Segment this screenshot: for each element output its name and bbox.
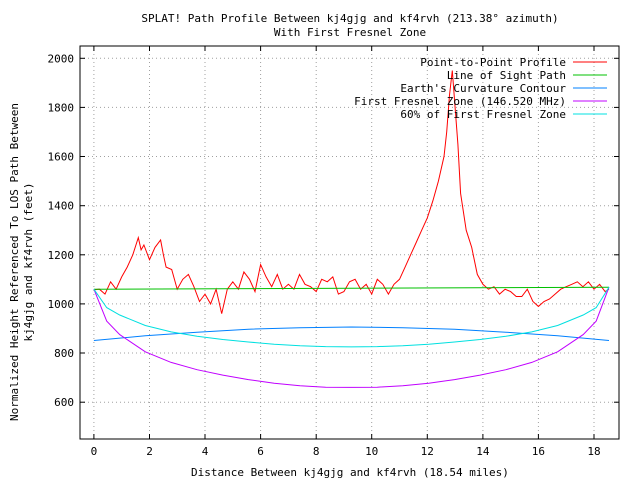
x-tick-label: 8 — [313, 445, 320, 458]
series-line-60-of-first-fresnel-zone — [93, 286, 610, 348]
y-tick-label: 2000 — [48, 52, 75, 65]
series-line-first-fresnel-zone-146-520-mhz — [93, 287, 610, 388]
x-tick-label: 2 — [146, 445, 153, 458]
series-lines — [93, 70, 610, 388]
legend-label: Line of Sight Path — [447, 69, 566, 82]
x-tick-label: 18 — [587, 445, 600, 458]
chart-title: SPLAT! Path Profile Between kj4gjg and k… — [141, 12, 558, 25]
y-axis-label-line-1: Normalized Height Referenced To LOS Path… — [8, 103, 21, 421]
y-axis-label-line-2: kj4gjg and kf4rvh (feet) — [22, 183, 35, 342]
x-tick-label: 12 — [421, 445, 434, 458]
series-line-line-of-sight-path — [93, 286, 610, 290]
x-tick-label: 16 — [532, 445, 545, 458]
x-axis-label: Distance Between kj4gjg and kf4rvh (18.5… — [191, 466, 509, 479]
y-tick-label: 1200 — [48, 249, 75, 262]
x-tick-label: 4 — [202, 445, 209, 458]
y-tick-label: 1400 — [48, 200, 75, 213]
x-tick-label: 10 — [365, 445, 378, 458]
legend-label: First Fresnel Zone (146.520 MHz) — [354, 95, 566, 108]
series-line-point-to-point-profile — [93, 70, 610, 314]
legend-label: 60% of First Fresnel Zone — [400, 108, 566, 121]
y-tick-label: 1600 — [48, 151, 75, 164]
legend-label: Point-to-Point Profile — [420, 56, 566, 69]
x-axis-ticks: 0 2 4 6 8 10 12 14 16 18 — [91, 46, 601, 458]
y-tick-label: 1000 — [48, 298, 75, 311]
x-tick-label: 0 — [91, 445, 98, 458]
plot-frame — [79, 45, 620, 440]
chart-subtitle: With First Fresnel Zone — [274, 26, 426, 39]
y-tick-label: 1800 — [48, 101, 75, 114]
y-tick-label: 600 — [54, 396, 74, 409]
legend-label: Earth's Curvature Contour — [400, 82, 566, 95]
y-axis-ticks: 600 800 1000 1200 1400 1600 1800 2000 — [48, 52, 619, 409]
x-tick-label: 14 — [476, 445, 490, 458]
grid — [80, 46, 619, 439]
y-tick-label: 800 — [54, 347, 74, 360]
x-tick-label: 6 — [257, 445, 264, 458]
